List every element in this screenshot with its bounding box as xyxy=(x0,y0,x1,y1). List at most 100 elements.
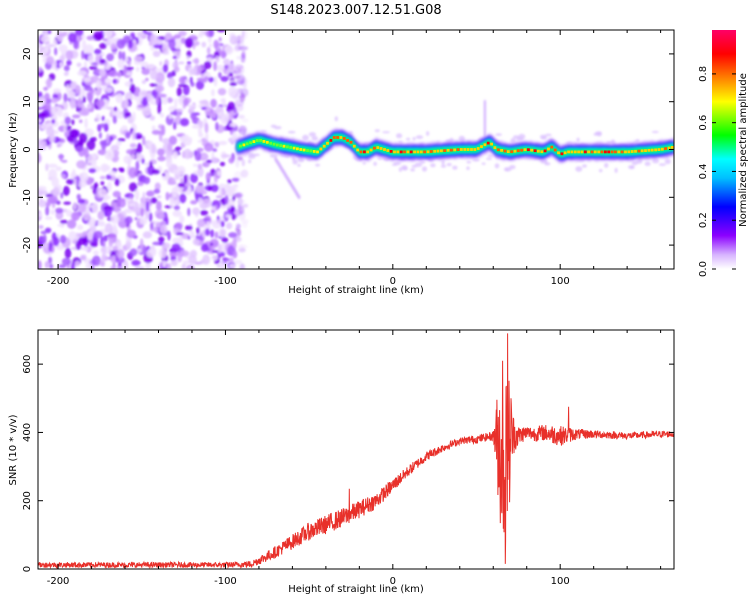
noise-blob xyxy=(173,34,182,39)
noise-blob xyxy=(576,137,580,142)
noise-blob xyxy=(158,212,165,220)
noise-blob xyxy=(168,135,178,145)
noise-blob xyxy=(540,136,547,140)
noise-blob xyxy=(494,163,500,169)
ridge-core-cell xyxy=(379,147,383,150)
noise-blob xyxy=(38,112,48,118)
noise-blob xyxy=(99,175,106,180)
noise-blob xyxy=(83,77,92,83)
noise-blob xyxy=(192,238,200,246)
ridge-core-cell xyxy=(306,149,309,152)
noise-blob xyxy=(93,31,103,41)
noise-blob xyxy=(61,173,66,179)
noise-blob xyxy=(115,114,125,119)
noise-blob xyxy=(57,223,65,227)
heatmap-signal-ridge xyxy=(237,127,674,164)
noise-blob xyxy=(106,181,112,192)
noise-blob xyxy=(99,42,107,50)
noise-blob xyxy=(575,166,583,172)
noise-blob xyxy=(452,165,458,170)
noise-blob xyxy=(187,104,197,108)
noise-blob xyxy=(72,201,77,211)
noise-blob xyxy=(128,202,135,207)
noise-blob xyxy=(204,122,209,134)
ridge-core-cell xyxy=(302,148,306,152)
noise-blob xyxy=(228,109,234,121)
noise-blob xyxy=(178,76,187,85)
noise-blob xyxy=(228,62,235,73)
noise-blob xyxy=(169,197,174,209)
ridge-core-cell xyxy=(557,151,560,155)
noise-blob xyxy=(426,131,430,136)
snr-xtick-label: 0 xyxy=(390,576,396,587)
ridge-core-cell xyxy=(272,142,276,146)
noise-blob xyxy=(178,61,185,65)
colorbar-tick-label: 0.4 xyxy=(698,163,709,179)
colorbar: 0.0 0.2 0.4 0.6 0.8 Normalized spectral ampl… xyxy=(698,30,749,277)
noise-blob xyxy=(308,132,316,137)
noise-blob xyxy=(102,38,108,42)
noise-blob xyxy=(141,80,146,84)
noise-blob xyxy=(130,154,136,160)
noise-blob xyxy=(56,143,61,148)
noise-blob xyxy=(207,36,212,43)
noise-blob xyxy=(173,205,180,211)
noise-blob xyxy=(658,163,667,167)
ridge-core-cell xyxy=(637,149,641,153)
noise-blob xyxy=(214,141,220,148)
noise-blob xyxy=(48,242,53,252)
noise-blob xyxy=(92,255,101,266)
noise-blob xyxy=(644,161,651,166)
noise-blob xyxy=(274,126,282,130)
ridge-core-cell xyxy=(597,150,601,154)
ridge-core-cell xyxy=(346,139,349,142)
ridge-core-cell xyxy=(500,149,503,152)
ridge-core-cell xyxy=(493,146,497,150)
noise-blob xyxy=(174,39,182,50)
noise-blob xyxy=(58,264,67,269)
ridge-core-cell xyxy=(393,150,396,154)
noise-blob xyxy=(53,88,62,94)
noise-blob xyxy=(48,168,58,180)
noise-blob xyxy=(219,161,226,167)
noise-blob xyxy=(52,38,58,47)
noise-blob xyxy=(88,217,97,227)
ridge-core-cell xyxy=(289,146,293,149)
noise-blob xyxy=(200,210,209,216)
noise-blob xyxy=(143,176,151,185)
noise-blob xyxy=(181,263,186,269)
noise-blob xyxy=(259,130,268,133)
noise-blob xyxy=(65,84,70,94)
noise-blob xyxy=(193,66,197,76)
noise-blob xyxy=(59,138,66,143)
noise-blob xyxy=(139,216,148,225)
ridge-core-cell xyxy=(373,146,376,150)
snr-ytick-label: 600 xyxy=(22,355,33,374)
noise-blob xyxy=(161,124,166,136)
noise-blob xyxy=(146,93,151,103)
noise-blob xyxy=(92,202,99,214)
noise-blob xyxy=(147,63,156,69)
noise-blob xyxy=(117,212,122,219)
noise-blob xyxy=(84,128,94,137)
noise-blob xyxy=(68,230,77,242)
noise-blob xyxy=(190,112,197,120)
ridge-core-cell xyxy=(359,150,363,154)
noise-blob xyxy=(86,139,96,151)
noise-blob xyxy=(374,129,380,133)
noise-blob xyxy=(130,32,136,39)
noise-blob xyxy=(292,159,298,165)
snr-xtick-label: -100 xyxy=(214,576,237,587)
noise-blob xyxy=(104,149,115,161)
ridge-core-cell xyxy=(466,148,470,151)
noise-blob xyxy=(178,83,187,88)
noise-blob xyxy=(66,219,77,229)
ridge-core-cell xyxy=(309,149,313,153)
noise-blob xyxy=(52,186,60,197)
noise-blob xyxy=(141,96,149,107)
noise-blob xyxy=(208,186,212,191)
noise-blob xyxy=(176,87,182,97)
noise-blob xyxy=(122,51,126,61)
noise-blob xyxy=(64,247,72,259)
noise-blob xyxy=(55,207,64,214)
